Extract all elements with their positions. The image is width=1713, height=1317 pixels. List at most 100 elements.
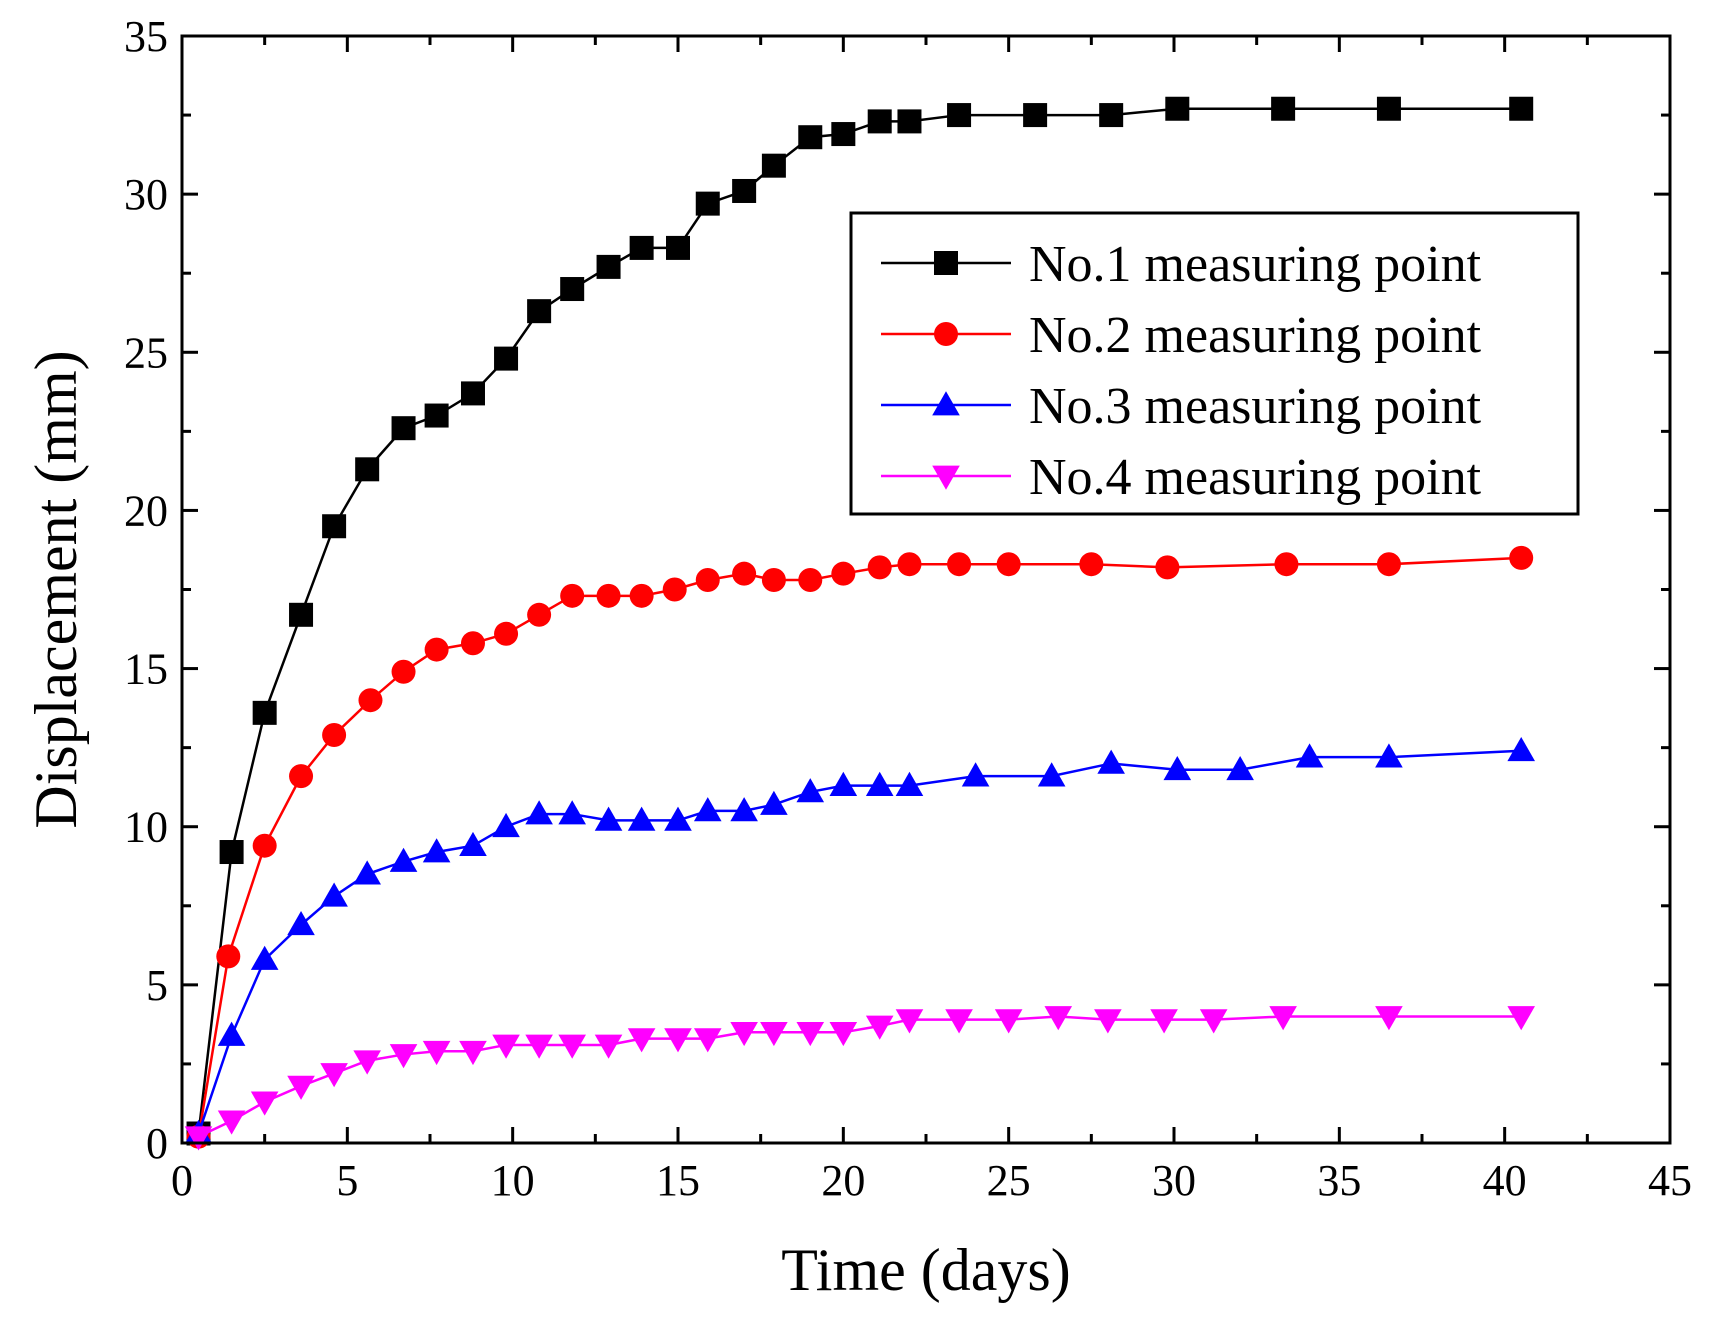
series-4-point: [994, 1009, 1023, 1034]
series-4-point: [693, 1028, 722, 1053]
y-tick-label: 15: [124, 645, 168, 694]
series-4-point: [1199, 1009, 1228, 1034]
series-4-point: [664, 1028, 692, 1053]
series-4-point: [558, 1034, 586, 1059]
series-3-point: [664, 806, 692, 831]
y-tick-label: 30: [124, 170, 168, 219]
series-3-point: [320, 882, 348, 907]
series-2-point: [1376, 552, 1401, 577]
series-3-point: [961, 762, 990, 787]
series-4-point: [525, 1034, 553, 1059]
series-2-point: [1274, 552, 1299, 577]
series-3-point: [353, 860, 381, 885]
series-3-point: [594, 806, 623, 831]
series-2-point: [216, 944, 241, 969]
series-3-point: [1037, 762, 1066, 787]
series-4-point: [250, 1091, 279, 1116]
series-1-point: [560, 277, 585, 302]
series-3-point: [459, 831, 487, 857]
series-1-point: [732, 178, 757, 203]
series-3-point: [865, 771, 894, 796]
series-4-point: [796, 1021, 825, 1047]
series-3-point: [693, 797, 722, 822]
series-1-point: [219, 840, 244, 865]
series-2-point: [695, 568, 720, 593]
series-4-point: [459, 1040, 487, 1066]
x-tick-label: 30: [1152, 1156, 1196, 1205]
series-1-point: [947, 103, 972, 128]
series-1-point: [798, 125, 823, 150]
series-2-point: [947, 552, 972, 577]
series-2-point: [560, 583, 585, 608]
series-4-point: [492, 1034, 520, 1059]
series-1-point: [1165, 96, 1190, 121]
series-1-point: [1023, 103, 1048, 128]
series-1-point: [695, 191, 720, 216]
series-1-point: [831, 122, 856, 147]
x-tick-label: 15: [656, 1156, 700, 1205]
series-3-point: [217, 1021, 246, 1046]
series-3-point: [492, 812, 520, 838]
y-tick-label: 5: [146, 961, 168, 1010]
series-2-point: [662, 577, 687, 602]
series-2-point: [494, 621, 519, 646]
series-4-point: [730, 1021, 758, 1047]
series-3-point: [287, 910, 315, 936]
series-4-point: [865, 1015, 894, 1040]
series-3-point: [796, 778, 825, 803]
series-1-point: [897, 109, 922, 134]
legend-marker: [934, 251, 958, 275]
series-2-point: [358, 688, 383, 713]
series-2-point: [1509, 545, 1534, 570]
series-3-point: [558, 800, 586, 825]
x-tick-label: 20: [821, 1156, 865, 1205]
x-tick-label: 0: [171, 1156, 193, 1205]
series-2-point: [252, 833, 277, 858]
series-1-point: [527, 299, 552, 324]
series-2-point: [629, 583, 654, 608]
series-4-point: [594, 1034, 623, 1059]
series-2-point: [732, 561, 757, 586]
legend-label: No.3 measuring point: [1029, 378, 1482, 435]
y-tick-label: 35: [124, 12, 168, 61]
legend-marker: [934, 322, 958, 346]
series-4-point: [1150, 1009, 1178, 1034]
series-1-point: [494, 346, 519, 371]
series-1-point: [761, 153, 786, 178]
series-3-point: [422, 838, 451, 863]
series-2-point: [761, 568, 786, 593]
legend: No.1 measuring point No.2 measuring point…: [849, 211, 1580, 516]
series-2-point: [897, 552, 922, 577]
series-3-point: [1097, 749, 1125, 774]
series-2-point: [867, 555, 892, 580]
series-1-point: [322, 514, 347, 539]
series-4: [184, 1006, 1535, 1151]
legend-marker: [932, 465, 960, 490]
series-3-point: [730, 797, 758, 822]
series-4-point: [1507, 1006, 1535, 1031]
series-2-point: [996, 552, 1021, 577]
series-4-point: [627, 1028, 656, 1053]
series-2-point: [798, 568, 823, 593]
y-tick-label: 20: [124, 486, 168, 535]
series-1-point: [460, 381, 485, 406]
series-3-point: [389, 847, 418, 872]
series-3-point: [1295, 743, 1324, 768]
series-1-point: [355, 457, 380, 482]
series-3-point: [250, 945, 279, 970]
series-4-point: [895, 1009, 924, 1034]
series-3-point: [1375, 743, 1403, 768]
series-1-point: [1099, 103, 1124, 128]
x-tick-label: 40: [1483, 1156, 1527, 1205]
series-4-point: [389, 1044, 418, 1069]
series-3-point: [829, 771, 858, 796]
series-3-point: [627, 806, 656, 831]
legend-marker: [932, 391, 960, 416]
legend-label: No.2 measuring point: [1029, 307, 1482, 364]
series-4-point: [1269, 1006, 1297, 1031]
series-4-point: [760, 1021, 788, 1047]
series-2-point: [596, 583, 621, 608]
x-axis-title: Time (days): [781, 1237, 1070, 1303]
